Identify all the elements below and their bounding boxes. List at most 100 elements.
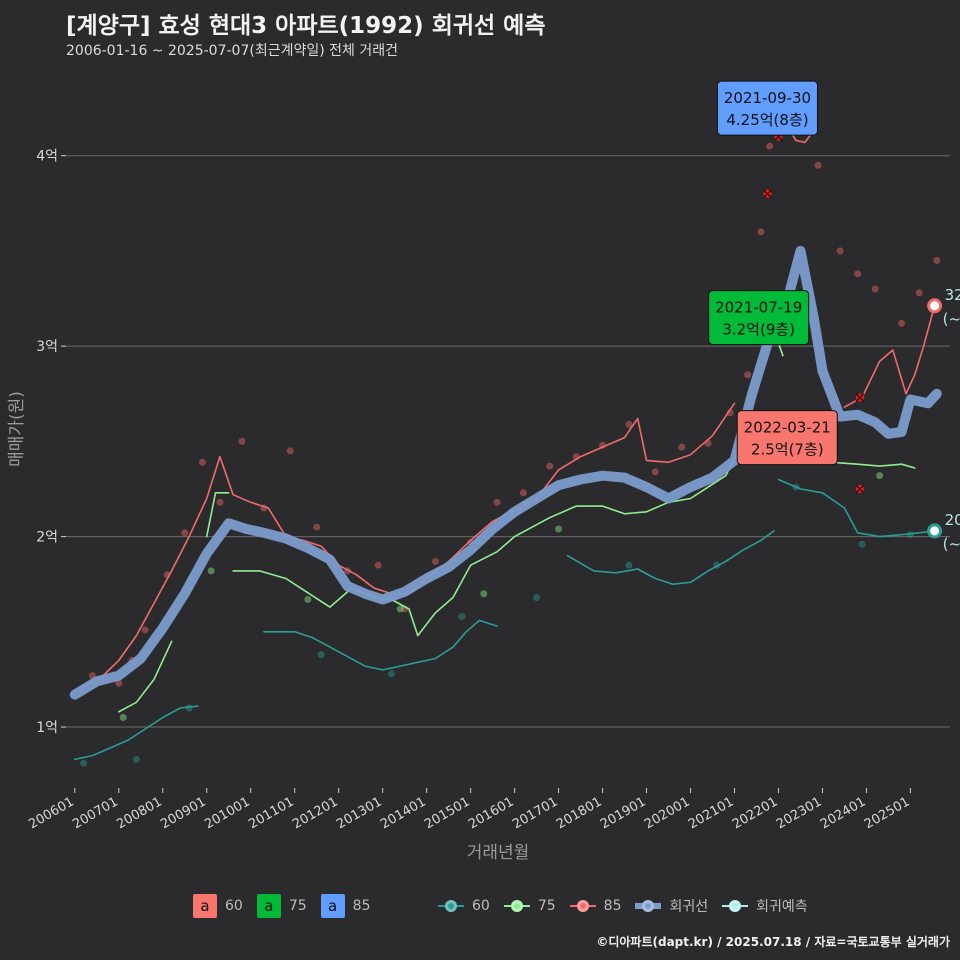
scatter-point xyxy=(317,651,325,659)
scatter-point xyxy=(181,529,189,537)
scatter-point xyxy=(80,759,88,767)
legend-line-item: 75 xyxy=(503,894,556,918)
chart-title: [계양구] 효성 현대3 아파트(1992) 회귀선 예측 xyxy=(66,13,546,39)
x-tick-label: 200901 xyxy=(158,794,208,832)
scatter-point xyxy=(216,498,224,506)
scatter-point xyxy=(374,561,382,569)
scatter-point xyxy=(858,540,866,548)
scatter-point xyxy=(493,498,501,506)
annotation-value: 3.2억(9층) xyxy=(722,321,795,339)
legend-box-label: 85 xyxy=(352,898,371,914)
series-line-60 xyxy=(777,478,936,538)
scatter-point xyxy=(625,420,633,428)
x-tick-label: 201601 xyxy=(466,794,516,832)
y-tick-label: 3억 xyxy=(36,339,58,355)
series-line-60 xyxy=(263,619,498,671)
annotation-box xyxy=(716,80,818,136)
end-point xyxy=(927,298,943,314)
scatter-point xyxy=(678,443,686,451)
scatter-point xyxy=(238,437,246,445)
series-line-75 xyxy=(830,461,916,469)
legend-line-swatch xyxy=(722,894,749,918)
scatter-point xyxy=(119,714,127,722)
annotation-value: 4.25억(8층) xyxy=(726,111,808,129)
highlight-cross xyxy=(855,484,865,494)
y-tick-label: 1억 xyxy=(36,720,58,736)
annotation-date: 2021-09-30 xyxy=(724,89,811,107)
x-tick-label: 201301 xyxy=(334,794,384,832)
scatter-point xyxy=(480,590,488,598)
scatter-point xyxy=(431,557,439,565)
annotation-date: 2021-07-19 xyxy=(715,299,802,317)
legend-line-item: 60 xyxy=(438,894,490,918)
scatter-point xyxy=(207,567,215,575)
scatter-point xyxy=(387,670,395,678)
legend-box-item: a 85 xyxy=(320,894,371,918)
x-tick-label: 201401 xyxy=(378,794,428,832)
y-tick-label: 4억 xyxy=(36,149,58,165)
annotation-date: 2022-03-21 xyxy=(744,419,831,437)
scatter-point xyxy=(546,462,554,470)
x-tick-label: 202401 xyxy=(818,794,868,832)
legend-line-swatch xyxy=(635,894,662,918)
x-tick-label: 202501 xyxy=(862,794,912,832)
y-tick-label: 2억 xyxy=(36,530,58,546)
legend-box-label: 60 xyxy=(225,898,243,914)
series-line-75 xyxy=(205,492,230,538)
scatter-point xyxy=(814,161,822,169)
scatter-point xyxy=(533,594,541,602)
highlight-cross xyxy=(762,189,773,199)
legend-line-label: 75 xyxy=(537,898,556,914)
legend-box-item: a 60 xyxy=(193,894,243,918)
legend-line-item: 회귀선 xyxy=(635,894,708,918)
end-label-value: 20,300 xyxy=(945,511,960,529)
series-line-regression xyxy=(69,245,942,700)
annotation-box xyxy=(736,410,838,466)
scatter-point xyxy=(286,447,294,455)
scatter-point xyxy=(304,595,312,603)
scatter-point xyxy=(625,561,633,569)
scatter-point xyxy=(871,285,879,293)
scatter-point xyxy=(115,679,123,687)
end-point xyxy=(927,523,943,539)
x-tick-label: 201901 xyxy=(598,794,648,832)
scatter-point xyxy=(555,525,563,533)
x-tick-label: 202301 xyxy=(774,794,824,832)
legend-box-label: 75 xyxy=(288,898,307,914)
end-label-unit: (~60㎡) xyxy=(943,535,960,553)
x-tick-label: 200801 xyxy=(114,794,164,832)
source-caption: ©디아파트(dapt.kr) / 2025.07.18 / 자료=국토교통부 실… xyxy=(596,935,950,949)
x-tick-label: 201801 xyxy=(554,794,604,832)
series-line-75 xyxy=(118,640,173,713)
legend-line-label: 회귀선 xyxy=(669,899,709,915)
x-tick-label: 202101 xyxy=(686,794,736,832)
legend-size-boxes: a 60 a 75 a 85 xyxy=(193,892,384,920)
annotation-value: 2.5억(7층) xyxy=(751,441,824,459)
scatter-point xyxy=(933,256,941,264)
x-tick-label: 202001 xyxy=(642,794,692,832)
scatter-point xyxy=(141,626,149,634)
legend-line-label: 회귀예측 xyxy=(756,899,808,915)
scatter-point xyxy=(313,523,321,531)
series-line-60 xyxy=(74,705,199,761)
chart-subtitle: 2006-01-16 ~ 2025-07-07(최근계약일) 전체 거래건 xyxy=(66,43,398,59)
scatter-point xyxy=(744,371,752,379)
x-tick-label: 201701 xyxy=(510,794,560,832)
legend-box-swatch: a xyxy=(193,894,217,918)
annotation-box xyxy=(708,290,810,346)
legend-box-swatch: a xyxy=(320,894,345,918)
legend-box-item: a 75 xyxy=(256,894,307,918)
legend-box-swatch: a xyxy=(256,894,281,918)
series-line-60 xyxy=(566,530,775,585)
legend-line-swatch xyxy=(438,894,464,918)
legend-line-swatch xyxy=(569,894,596,918)
scatter-point xyxy=(519,489,527,497)
scatter-point xyxy=(651,468,659,476)
y-axis-title: 매매가(원) xyxy=(7,391,27,467)
legend-line-item: 85 xyxy=(569,894,621,918)
legend-line-item: 회귀예측 xyxy=(722,894,808,918)
scatter-point xyxy=(854,270,862,278)
scatter-point xyxy=(757,228,765,236)
